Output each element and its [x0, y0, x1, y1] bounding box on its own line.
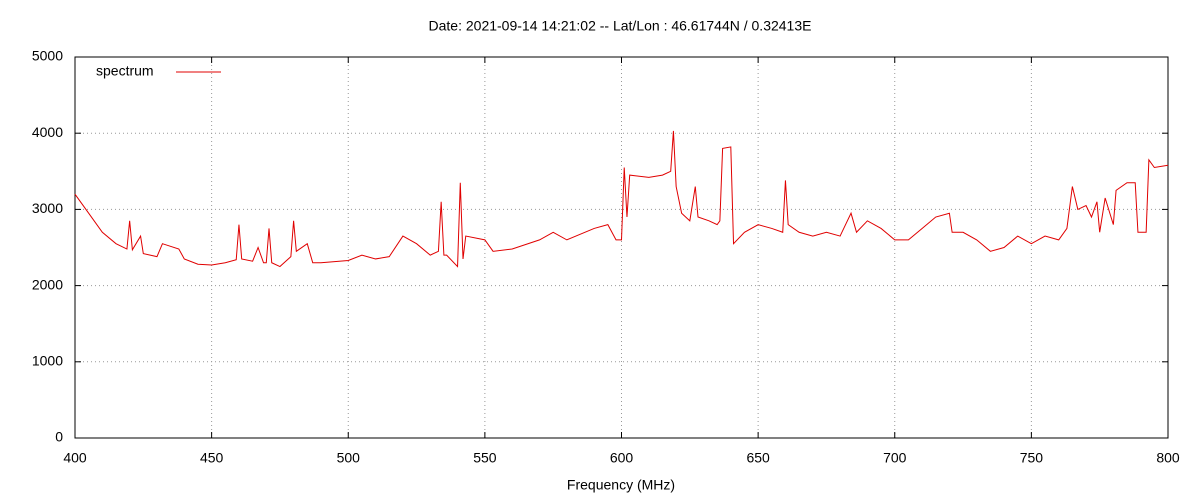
chart-title: Date: 2021-09-14 14:21:02 -- Lat/Lon : 4… — [429, 18, 812, 34]
y-tick-label: 5000 — [32, 48, 63, 64]
x-tick-label: 550 — [473, 450, 497, 466]
spectrum-line — [74, 130, 1169, 268]
x-tick-label: 700 — [883, 450, 907, 466]
y-tick-label: 2000 — [32, 276, 63, 292]
x-tick-label: 650 — [746, 450, 770, 466]
y-tick-label: 1000 — [32, 353, 63, 369]
y-tick-label: 4000 — [32, 124, 63, 140]
plot-border — [74, 56, 1169, 439]
x-tick-label: 800 — [1156, 450, 1180, 466]
y-tick-label: 0 — [55, 429, 63, 445]
x-tick-label: 450 — [200, 450, 224, 466]
legend-label: spectrum — [96, 63, 154, 79]
x-axis-label: Frequency (MHz) — [567, 477, 675, 493]
x-tick-label: 750 — [1020, 450, 1044, 466]
x-tick-label: 500 — [337, 450, 361, 466]
y-tick-label: 3000 — [32, 200, 63, 216]
x-tick-label: 400 — [63, 450, 87, 466]
x-tick-label: 600 — [610, 450, 634, 466]
